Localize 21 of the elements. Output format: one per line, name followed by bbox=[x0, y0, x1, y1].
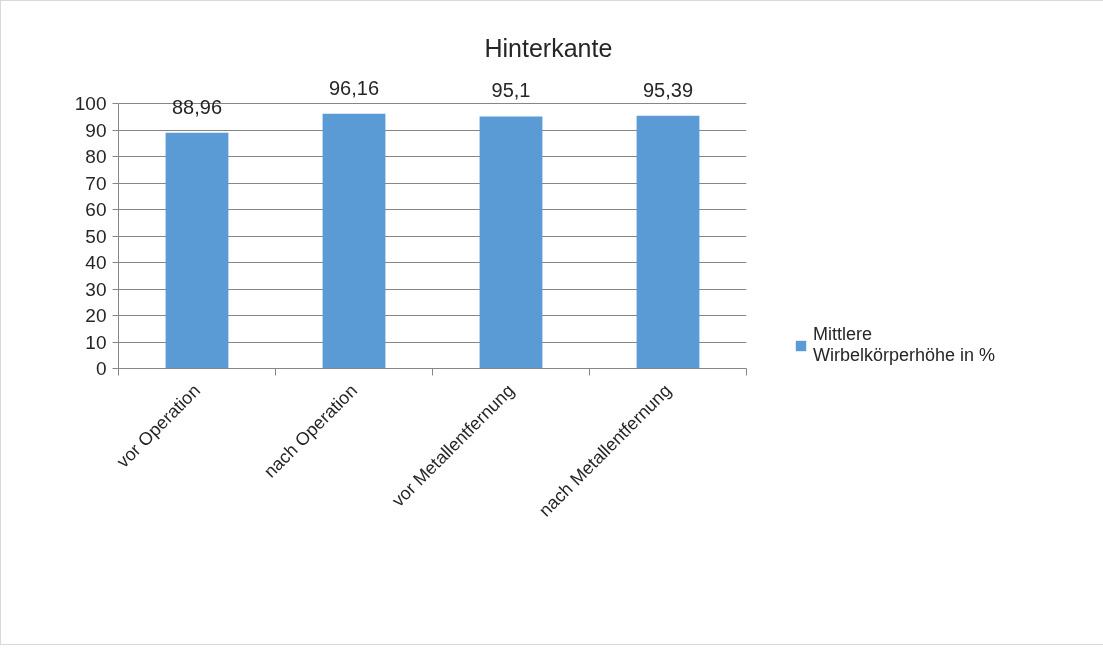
legend-label: Mittlere Wirbelkörperhöhe in % bbox=[813, 324, 996, 366]
data-label: 95,1 bbox=[491, 79, 531, 102]
data-label: 88,96 bbox=[171, 95, 223, 118]
y-tick-label: 70 bbox=[85, 172, 107, 194]
bar bbox=[479, 116, 543, 369]
y-tick-label: 50 bbox=[85, 225, 107, 247]
y-tick-label: 80 bbox=[85, 146, 107, 167]
bar bbox=[636, 115, 700, 369]
y-tick-label: 10 bbox=[85, 331, 107, 353]
y-tick-label: 60 bbox=[85, 199, 107, 220]
chart-title: Hinterkante bbox=[484, 33, 613, 62]
y-tick-label: 40 bbox=[85, 252, 107, 273]
bar bbox=[165, 132, 229, 369]
data-label: 96,16 bbox=[328, 76, 380, 99]
y-tick-label: 90 bbox=[85, 119, 107, 141]
y-tick-label: 100 bbox=[74, 93, 107, 114]
y-tick-label: 30 bbox=[85, 278, 107, 300]
y-tick-label: 0 bbox=[95, 358, 107, 379]
bar bbox=[322, 113, 386, 369]
data-label: 95,39 bbox=[642, 78, 694, 101]
y-tick-label: 20 bbox=[85, 305, 107, 326]
